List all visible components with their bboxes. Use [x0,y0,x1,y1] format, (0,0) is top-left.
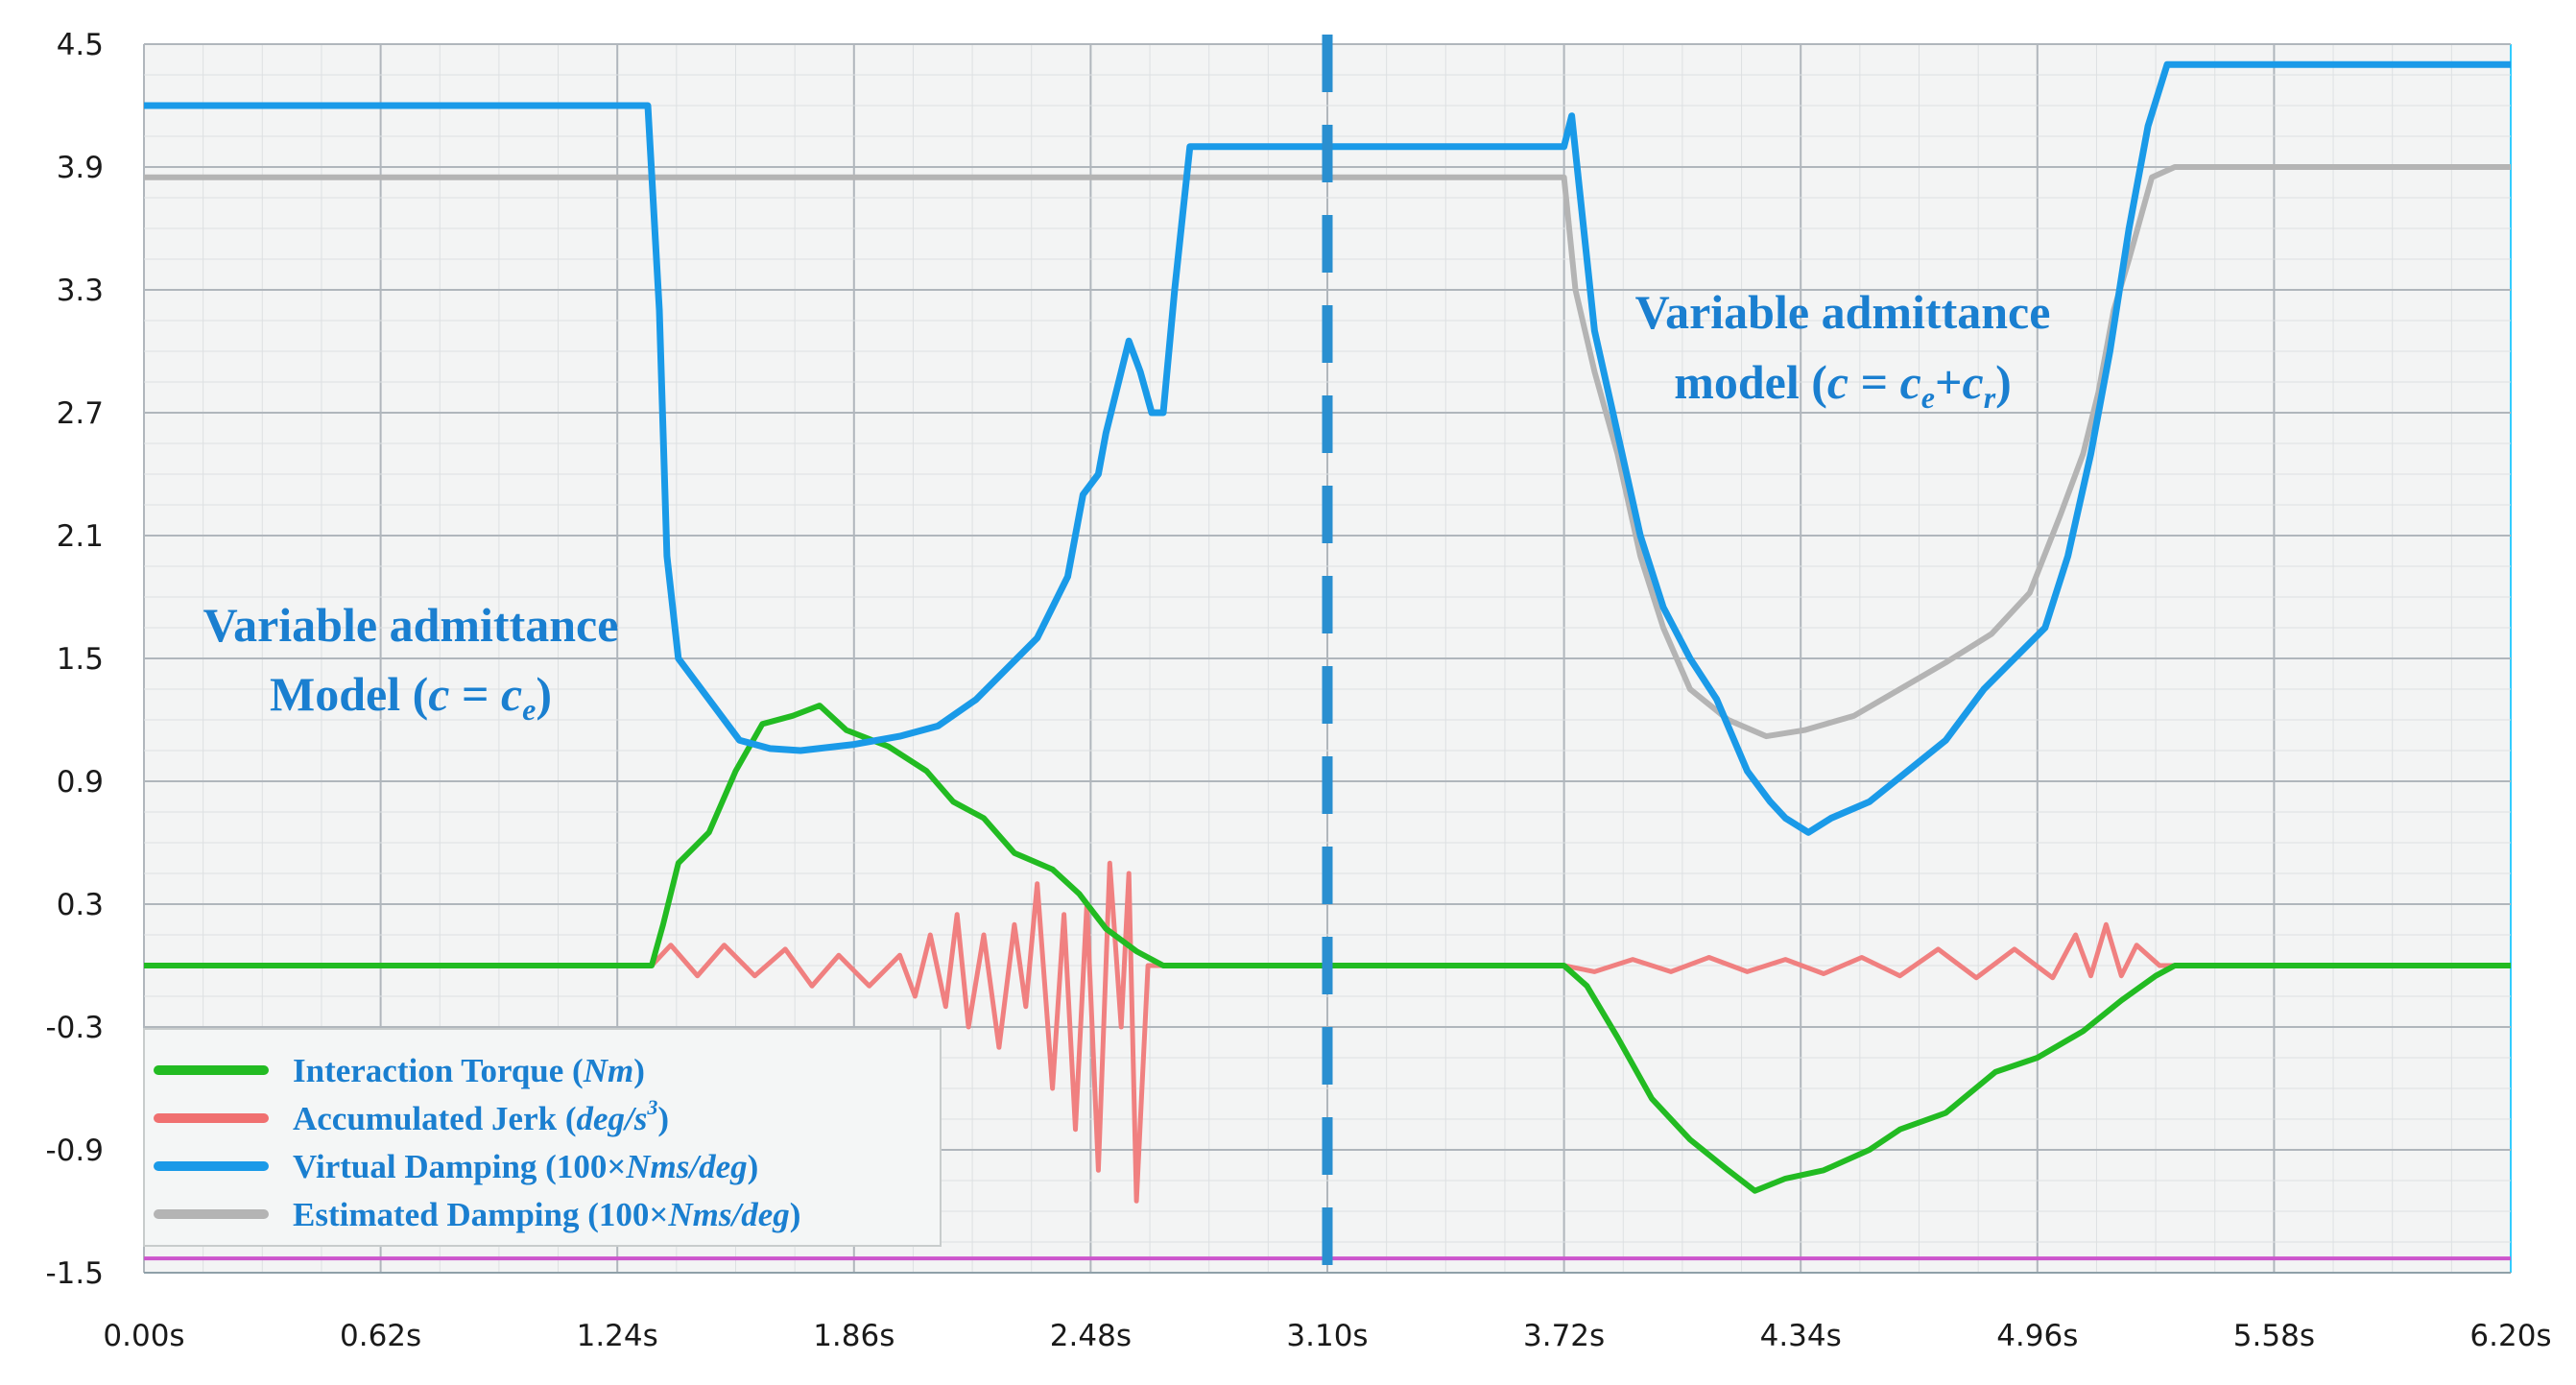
x-tick-label: 0.62s [340,1319,421,1353]
annotation-left-line1: Variable admittance [203,598,619,652]
x-tick-label: 4.96s [1996,1319,2078,1353]
annotation-right-line1: Variable admittance [1635,285,2051,339]
y-tick-label: 3.9 [57,151,104,185]
x-axis-ticks: 0.00s 0.62s 1.24s 1.86s 2.48s 3.10s 3.72s 4.34s… [103,1319,2551,1353]
legend-box [143,1028,942,1247]
annotation-left-line2: Model (c = ce) [270,667,552,727]
x-tick-label: 0.00s [103,1319,184,1353]
y-tick-label: -0.9 [46,1134,105,1168]
annotation-right-line2: model (c = ce+cr) [1674,355,2012,415]
y-tick-label: 2.1 [57,519,104,554]
series-line-damping [144,60,2511,836]
legend: Interaction Torque (Nm) Accumulated Jerk… [143,1028,942,1247]
legend-item-damping: Virtual Damping (100×Nms/deg) [154,1148,758,1185]
series-lines [144,60,2511,1204]
x-tick-label: 1.24s [577,1319,658,1353]
series-line-torque [144,703,2511,1194]
x-tick-label: 6.20s [2469,1319,2551,1353]
legend-item-jerk: Accumulated Jerk (deg/s3) [154,1095,669,1137]
y-axis-ticks: 4.5 3.9 3.3 2.7 2.1 1.5 0.9 0.3 -0.3 -0.9 -1.5 [46,28,105,1291]
y-tick-label: 1.5 [57,642,104,677]
legend-item-estimated: Estimated Damping (100×Nms/deg) [154,1196,800,1233]
x-tick-label: 3.10s [1286,1319,1368,1353]
legend-label-jerk: Accumulated Jerk (deg/s3) [293,1095,669,1137]
x-tick-label: 5.58s [2233,1319,2315,1353]
x-tick-label: 4.34s [1760,1319,1842,1353]
y-tick-label: 0.3 [57,888,104,922]
series-line-jerk [144,860,2511,1204]
y-tick-label: 0.9 [57,765,104,800]
x-tick-label: 2.48s [1050,1319,1132,1353]
legend-label-torque: Interaction Torque (Nm) [293,1052,645,1089]
legend-label-damping: Virtual Damping (100×Nms/deg) [293,1148,758,1185]
x-tick-label: 3.72s [1523,1319,1605,1353]
y-tick-label: -0.3 [46,1011,105,1045]
y-tick-label: 3.3 [57,274,104,308]
y-tick-label: 4.5 [57,28,104,62]
y-tick-label: -1.5 [46,1256,105,1291]
x-tick-label: 1.86s [813,1319,894,1353]
y-tick-label: 2.7 [57,396,104,431]
annotation-left: Variable admittance Model (c = ce) [203,598,619,727]
legend-label-estimated: Estimated Damping (100×Nms/deg) [293,1196,800,1233]
annotation-right: Variable admittance model (c = ce+cr) [1635,285,2051,415]
legend-item-torque: Interaction Torque (Nm) [154,1052,645,1089]
